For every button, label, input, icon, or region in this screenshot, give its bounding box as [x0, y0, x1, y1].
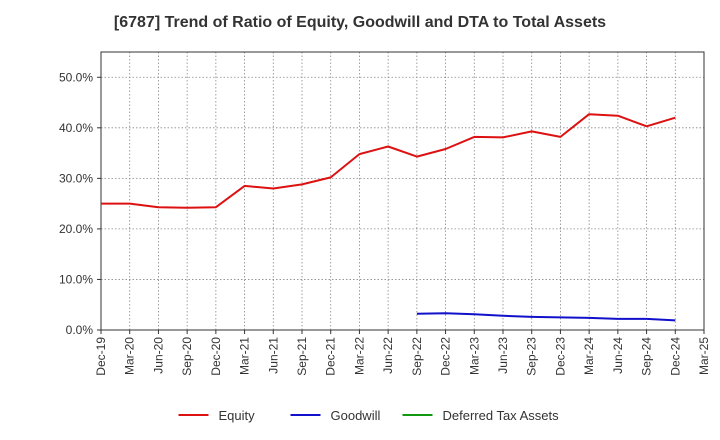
series-line-equity	[101, 113, 676, 209]
x-tick-label: Mar-24	[582, 337, 596, 375]
x-tick-label: Jun-22	[381, 337, 395, 374]
x-tick-label: Dec-21	[324, 337, 338, 376]
x-tick-label: Dec-20	[209, 337, 223, 376]
legend-label-equity: Equity	[219, 408, 256, 423]
chart-title: [6787] Trend of Ratio of Equity, Goodwil…	[113, 14, 607, 31]
y-tick-label: 50.0%	[59, 70, 93, 84]
series-line-goodwill	[416, 312, 676, 322]
x-tick-label: Sep-24	[640, 337, 654, 376]
x-tick-label: Dec-22	[439, 337, 453, 376]
x-axis: Dec-19 Mar-20 Jun-20 Sep-20 Dec-20 Mar-21 Jun-…	[94, 330, 711, 376]
y-tick-label: 10.0%	[59, 272, 93, 286]
x-tick-label: Jun-21	[266, 337, 280, 374]
x-tick-label: Mar-21	[238, 337, 252, 375]
x-tick-label: Mar-23	[467, 337, 481, 375]
x-tick-label: Mar-22	[352, 337, 366, 375]
plot-area	[100, 51, 705, 331]
y-tick-label: 30.0%	[59, 171, 93, 185]
x-tick-label: Sep-23	[525, 337, 539, 376]
y-tick-label: 20.0%	[59, 222, 93, 236]
legend: Equity Goodwill Deferred Tax Assets	[178, 408, 560, 423]
y-tick-label: 0.0%	[66, 323, 94, 337]
x-tick-label: Jun-23	[496, 337, 510, 374]
x-tick-label: Sep-21	[295, 337, 309, 376]
x-tick-label: Sep-22	[410, 337, 424, 376]
x-tick-label: Mar-25	[697, 337, 711, 375]
series-lines	[101, 113, 676, 322]
x-tick-label: Dec-23	[553, 337, 567, 376]
y-axis: 0.0% 10.0% 20.0% 30.0% 40.0% 50.0%	[59, 70, 101, 337]
grid	[101, 52, 704, 330]
x-tick-label: Sep-20	[180, 337, 194, 376]
x-tick-label: Jun-24	[611, 337, 625, 374]
x-tick-label: Dec-24	[668, 337, 682, 376]
legend-label-deferred-tax-assets: Deferred Tax Assets	[443, 408, 560, 423]
x-tick-label: Dec-19	[94, 337, 108, 376]
x-tick-label: Jun-20	[151, 337, 165, 374]
x-tick-label: Mar-20	[123, 337, 137, 375]
legend-label-goodwill: Goodwill	[331, 408, 381, 423]
y-tick-label: 40.0%	[59, 121, 93, 135]
